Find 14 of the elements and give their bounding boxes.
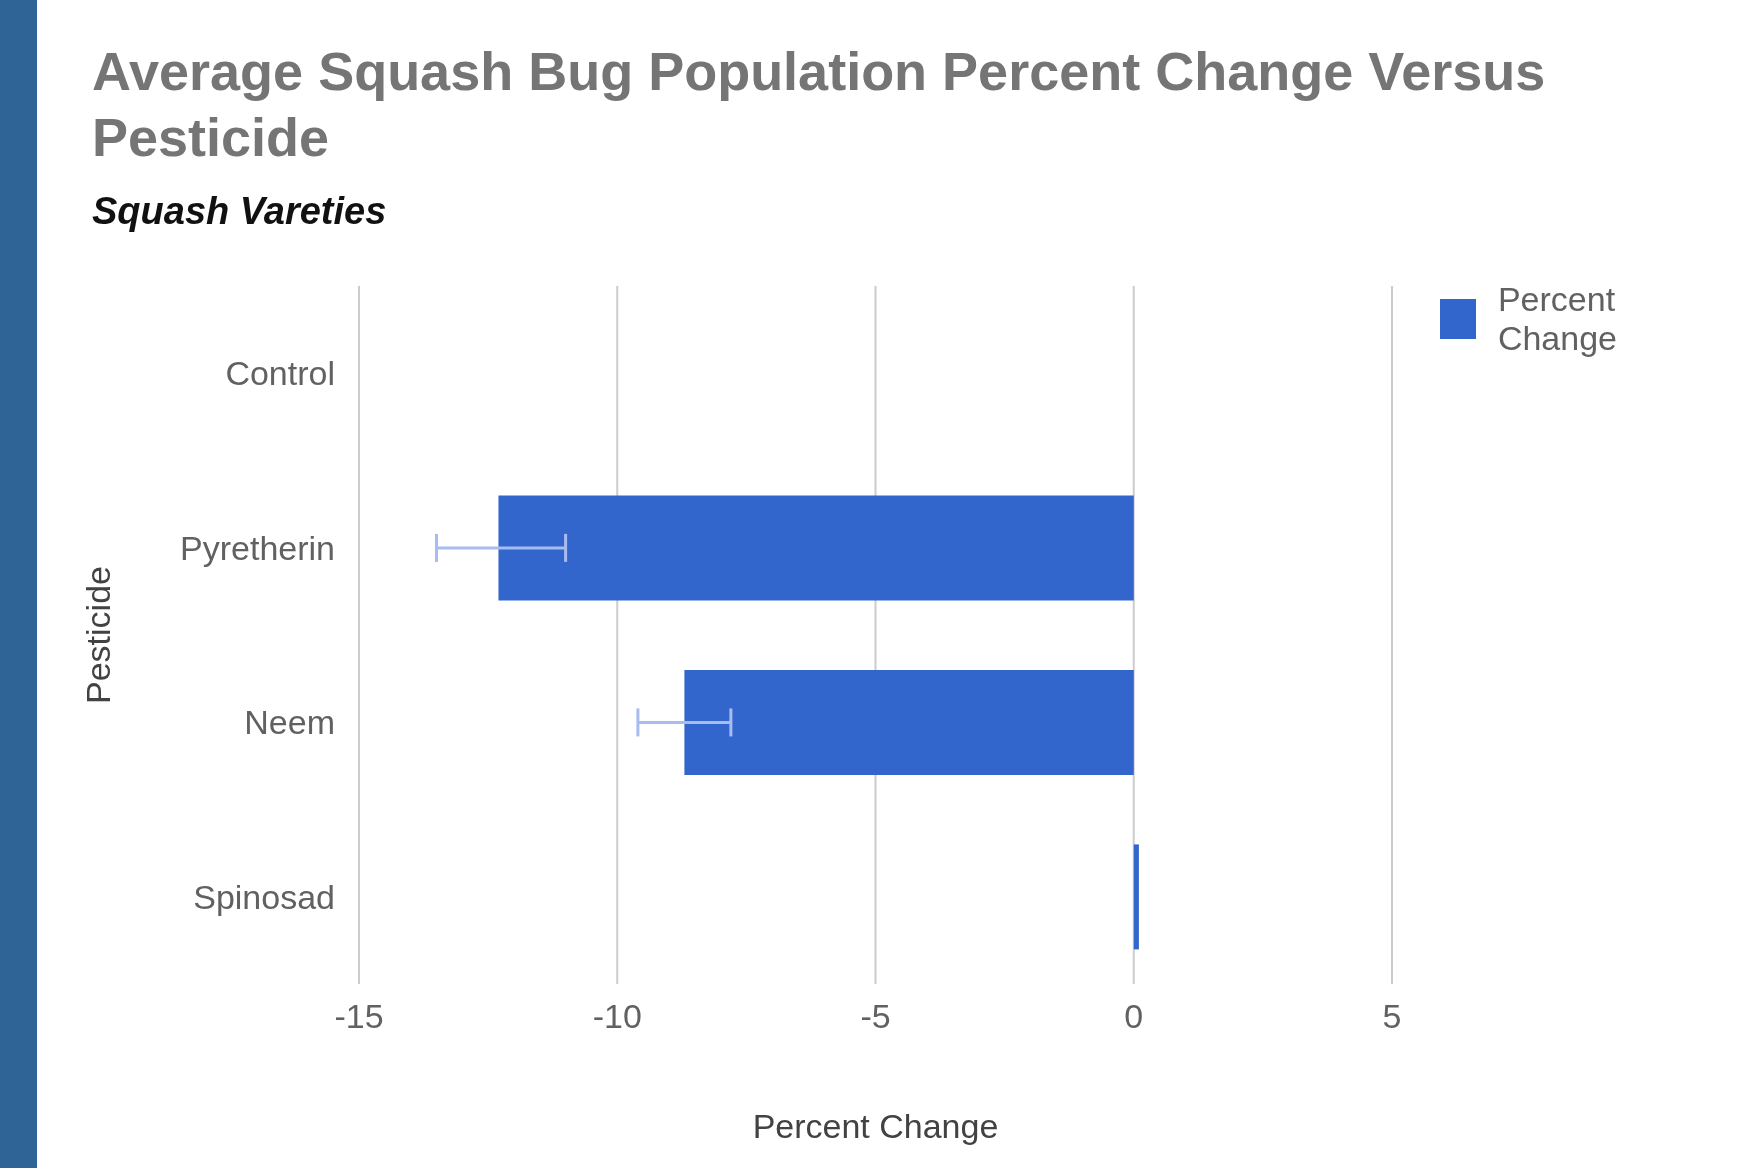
y-axis-title: Pesticide [79,566,118,704]
x-tick-label: 0 [1124,997,1144,1036]
x-axis-title: Percent Change [752,1107,999,1145]
legend-label: Percent Change [1497,280,1618,358]
chart-title: Average Squash Bug Population Percent Change Versus Pesticide [92,40,1547,169]
x-tick-label: -10 [592,997,642,1036]
y-tick-label: Control [225,354,335,393]
x-tick-label: 5 [1382,997,1402,1036]
x-tick-label: -15 [334,997,384,1036]
y-tick-label: Pyretherin [180,528,335,567]
x-tick-label: -5 [860,997,891,1036]
chart-subtitle: Squash Vareties [92,190,387,233]
y-tick-label: Neem [244,703,335,742]
y-tick-label: Spinosad [193,877,335,916]
